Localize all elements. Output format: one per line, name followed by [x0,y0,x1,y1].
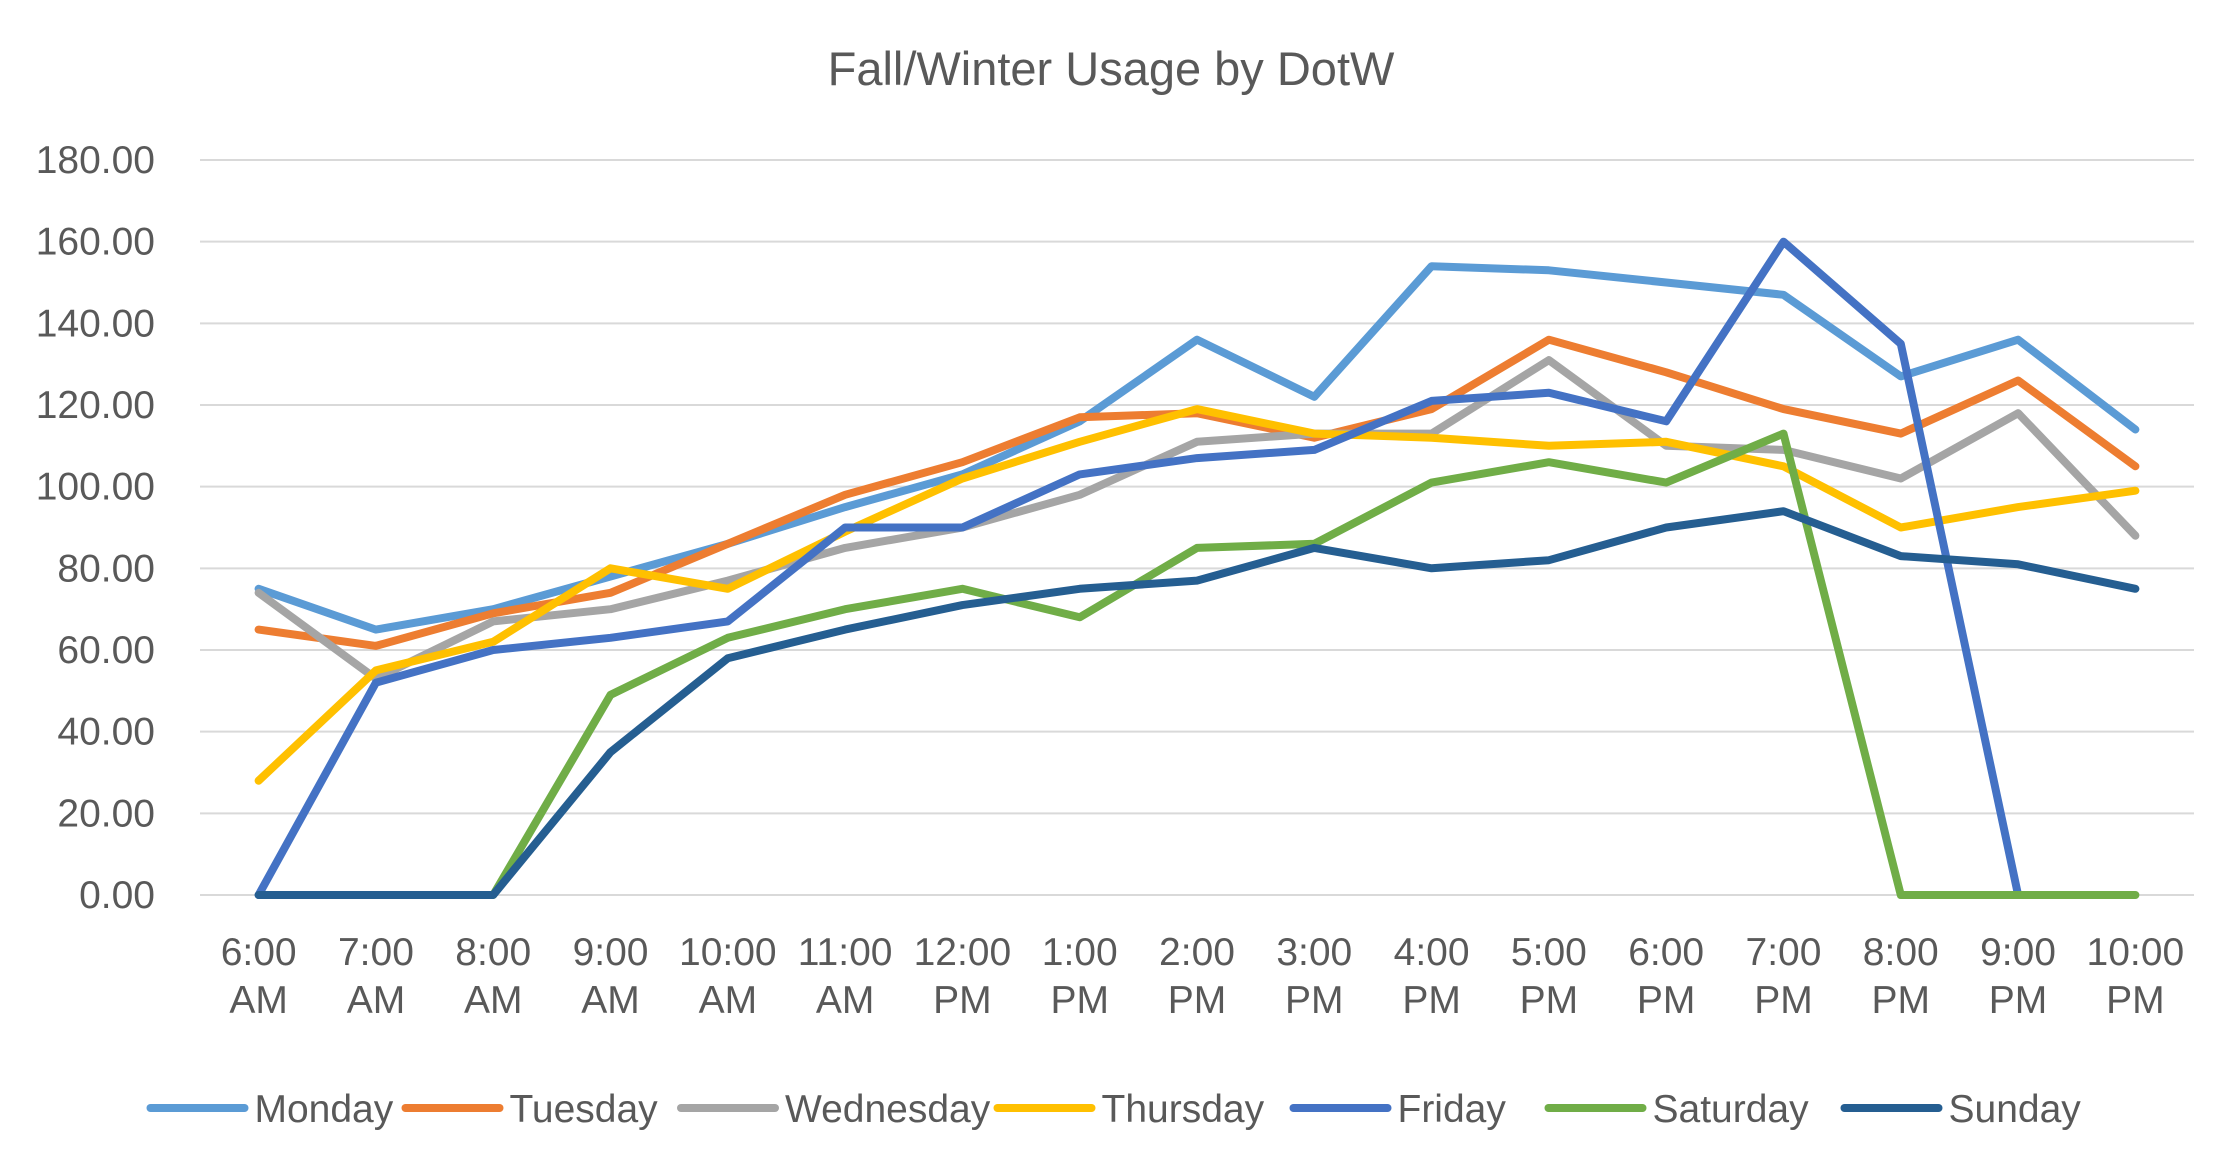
legend-label: Thursday [1102,1088,1265,1131]
legend-label: Sunday [1949,1088,2082,1131]
x-tick-label: 1:00 PM [1042,931,1118,1022]
y-tick-label: 40.00 [57,711,155,754]
legend-label: Saturday [1653,1088,1810,1131]
y-tick-label: 120.00 [36,384,155,427]
y-tick-label: 20.00 [57,792,155,835]
y-tick-label: 0.00 [79,874,155,917]
series-lines [254,237,2140,899]
x-tick-label: 10:00 PM [2087,931,2185,1022]
y-tick-label: 180.00 [36,139,155,182]
x-tick-label: 8:00 AM [455,931,531,1022]
x-tick-label: 5:00 PM [1511,931,1587,1022]
legend-item-sunday: Sunday [1840,1088,2082,1131]
y-tick-label: 60.00 [57,629,155,672]
legend-item-saturday: Saturday [1544,1088,1810,1131]
x-tick-label: 7:00 PM [1746,931,1822,1022]
x-tick-label: 6:00 AM [221,931,297,1022]
gridlines [200,159,2194,896]
x-tick-label: 4:00 PM [1394,931,1470,1022]
series-line-monday [254,262,2140,634]
legend: Monday Tuesday Wednesday Thursday Friday Satu… [146,1088,2082,1131]
series-line-friday [254,237,2023,899]
legend-item-tuesday: Tuesday [401,1088,659,1131]
y-axis: 0.00 20.00 40.00 60.00 80.00 100.00 120.00 140.… [36,139,155,917]
series-line-saturday [489,429,2140,899]
x-tick-label: 6:00 PM [1628,931,1704,1022]
x-tick-label: 9:00 AM [573,931,649,1022]
x-tick-label: 9:00 PM [1980,931,2056,1022]
series-line-wednesday [254,356,2140,683]
y-tick-label: 80.00 [57,547,155,590]
x-tick-label: 10:00 AM [679,931,777,1022]
legend-item-thursday: Thursday [993,1088,1265,1131]
x-tick-label: 2:00 PM [1159,931,1235,1022]
legend-item-monday: Monday [146,1088,394,1131]
series-line-thursday [254,405,2140,785]
x-tick-label: 7:00 AM [338,931,414,1022]
y-tick-label: 140.00 [36,302,155,345]
x-tick-label: 8:00 PM [1863,931,1939,1022]
series-line-sunday [254,507,2140,899]
legend-label: Tuesday [510,1088,659,1131]
legend-label: Monday [255,1088,394,1131]
legend-label: Friday [1398,1088,1507,1131]
chart-title: Fall/Winter Usage by DotW [828,42,1395,95]
legend-item-friday: Friday [1289,1088,1507,1131]
legend-label: Wednesday [785,1088,991,1131]
x-tick-label: 3:00 PM [1276,931,1352,1022]
y-tick-label: 100.00 [36,466,155,509]
x-tick-label: 12:00 PM [914,931,1012,1022]
x-tick-label: 11:00 AM [798,931,893,1022]
legend-item-wednesday: Wednesday [677,1088,991,1131]
y-tick-label: 160.00 [36,221,155,264]
